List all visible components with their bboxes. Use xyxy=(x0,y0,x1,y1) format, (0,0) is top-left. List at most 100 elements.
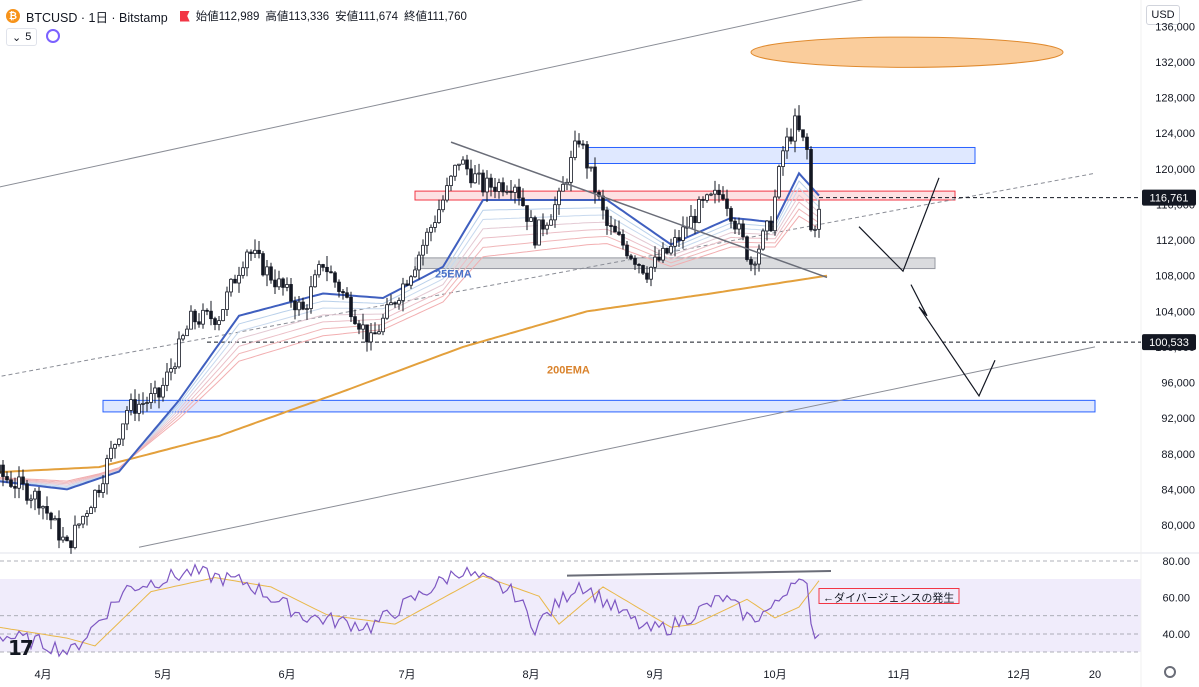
flag-icon[interactable] xyxy=(179,10,190,22)
currency-selector[interactable]: USD xyxy=(1146,5,1180,25)
candle-body[interactable] xyxy=(161,384,165,398)
candle-body[interactable] xyxy=(581,143,585,146)
candle-body[interactable] xyxy=(41,506,45,509)
candle-body[interactable] xyxy=(89,507,93,514)
candle-body[interactable] xyxy=(485,177,489,193)
candle-body[interactable] xyxy=(285,284,289,288)
candle-body[interactable] xyxy=(361,324,365,330)
candle-body[interactable] xyxy=(301,301,305,310)
candle-body[interactable] xyxy=(737,223,741,230)
candle-body[interactable] xyxy=(637,263,641,266)
candle-body[interactable] xyxy=(1,464,5,477)
candle-body[interactable] xyxy=(673,237,677,247)
candle-body[interactable] xyxy=(593,166,597,193)
candle-body[interactable] xyxy=(213,318,217,325)
candle-body[interactable] xyxy=(549,219,553,226)
candle-body[interactable] xyxy=(817,208,821,230)
channel-middle-line[interactable] xyxy=(0,172,1096,391)
candle-body[interactable] xyxy=(749,259,753,265)
candle-body[interactable] xyxy=(689,215,693,229)
candle-body[interactable] xyxy=(269,266,273,281)
candle-body[interactable] xyxy=(457,163,461,166)
candle-body[interactable] xyxy=(277,278,281,288)
candle-body[interactable] xyxy=(477,172,481,175)
candle-body[interactable] xyxy=(61,536,65,541)
candle-body[interactable] xyxy=(533,217,537,246)
candle-body[interactable] xyxy=(293,300,297,311)
candle-body[interactable] xyxy=(417,254,421,271)
candle-body[interactable] xyxy=(305,308,309,310)
candle-body[interactable] xyxy=(185,328,189,337)
tradingview-logo[interactable]: 𝟭𝟳 xyxy=(8,638,34,660)
candle-body[interactable] xyxy=(809,149,813,231)
candle-body[interactable] xyxy=(129,399,133,411)
candle-body[interactable] xyxy=(541,219,545,230)
candle-body[interactable] xyxy=(205,309,209,312)
candle-body[interactable] xyxy=(261,253,265,276)
candle-body[interactable] xyxy=(813,228,817,231)
candle-body[interactable] xyxy=(57,518,61,541)
candle-body[interactable] xyxy=(333,272,337,283)
candle-body[interactable] xyxy=(177,338,181,368)
candle-body[interactable] xyxy=(85,513,89,517)
candle-body[interactable] xyxy=(461,159,465,165)
candle-body[interactable] xyxy=(393,302,397,305)
candle-body[interactable] xyxy=(381,317,385,333)
candle-body[interactable] xyxy=(793,115,797,142)
candle-body[interactable] xyxy=(413,269,417,278)
candle-body[interactable] xyxy=(117,438,121,445)
candle-body[interactable] xyxy=(529,217,533,222)
candle-body[interactable] xyxy=(81,515,85,525)
candle-body[interactable] xyxy=(253,249,257,254)
candle-body[interactable] xyxy=(649,266,653,280)
candle-body[interactable] xyxy=(365,324,369,343)
support-box-gray[interactable] xyxy=(414,257,936,270)
candle-body[interactable] xyxy=(449,175,453,187)
candle-body[interactable] xyxy=(325,266,329,273)
candle-body[interactable] xyxy=(625,244,629,257)
candle-body[interactable] xyxy=(693,215,697,223)
candle-body[interactable] xyxy=(313,274,317,288)
candle-body[interactable] xyxy=(797,115,801,131)
candle-body[interactable] xyxy=(573,140,577,158)
candle-body[interactable] xyxy=(617,231,621,235)
candle-body[interactable] xyxy=(113,444,117,449)
candle-body[interactable] xyxy=(681,226,685,241)
candle-body[interactable] xyxy=(357,323,361,330)
candle-body[interactable] xyxy=(53,518,57,521)
candle-body[interactable] xyxy=(201,309,205,325)
candle-body[interactable] xyxy=(589,166,593,169)
candle-body[interactable] xyxy=(741,223,745,238)
candle-body[interactable] xyxy=(801,129,805,138)
candle-body[interactable] xyxy=(441,199,445,211)
candle-body[interactable] xyxy=(141,402,145,405)
candle-body[interactable] xyxy=(249,251,253,254)
candle-body[interactable] xyxy=(517,186,521,199)
candle-body[interactable] xyxy=(757,248,761,265)
candle-body[interactable] xyxy=(165,371,169,386)
rsi-line[interactable] xyxy=(0,563,820,658)
candle-body[interactable] xyxy=(805,136,809,150)
candle-body[interactable] xyxy=(445,185,449,201)
candle-body[interactable] xyxy=(137,403,141,414)
rsi-divergence-line[interactable] xyxy=(566,570,832,577)
candle-body[interactable] xyxy=(197,321,201,325)
candle-body[interactable] xyxy=(773,196,777,232)
candle-body[interactable] xyxy=(101,483,105,493)
candle-body[interactable] xyxy=(429,227,433,233)
candle-body[interactable] xyxy=(257,249,261,255)
candle-body[interactable] xyxy=(289,284,293,302)
candle-body[interactable] xyxy=(669,245,673,254)
candle-body[interactable] xyxy=(217,320,221,325)
candle-body[interactable] xyxy=(189,310,193,330)
candle-body[interactable] xyxy=(497,182,501,192)
candle-body[interactable] xyxy=(281,278,285,288)
candle-body[interactable] xyxy=(501,182,505,193)
candle-body[interactable] xyxy=(397,300,401,305)
candle-body[interactable] xyxy=(433,222,437,228)
candle-body[interactable] xyxy=(229,278,233,293)
candle-body[interactable] xyxy=(633,258,637,265)
candle-body[interactable] xyxy=(329,271,333,274)
candle-body[interactable] xyxy=(321,264,325,268)
candle-body[interactable] xyxy=(105,458,109,485)
